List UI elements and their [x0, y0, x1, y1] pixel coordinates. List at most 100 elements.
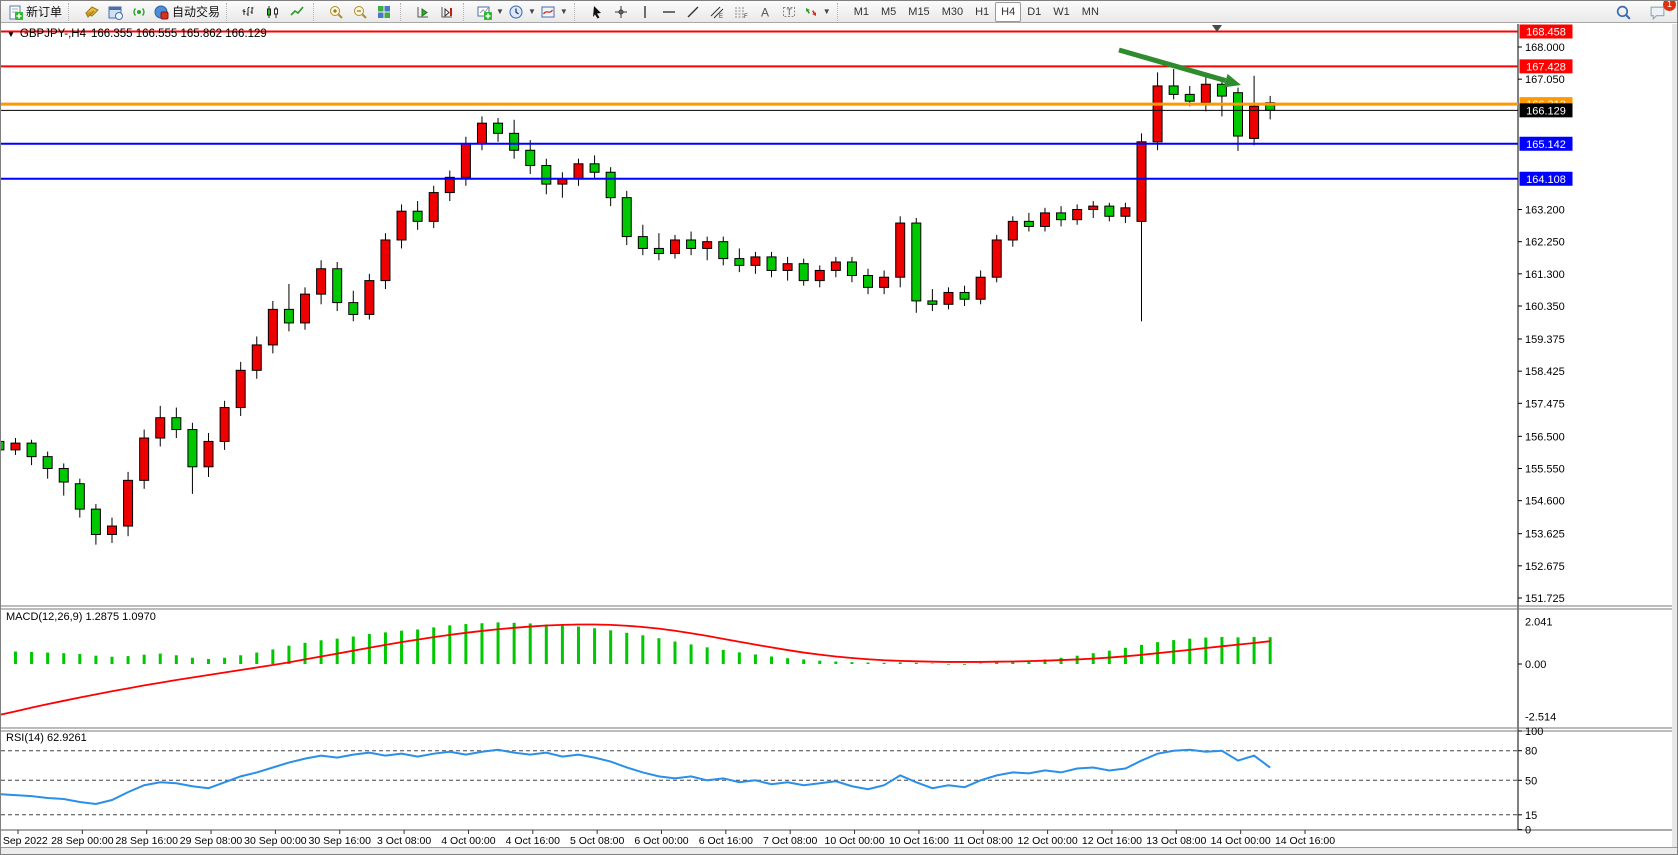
channel-button[interactable]: E [705, 2, 729, 22]
chart-title: ▼ GBPJPY-,H4 166.355 166.555 165.862 166… [7, 28, 267, 40]
candle-body [348, 302, 359, 315]
macd-pane[interactable] [1, 622, 1272, 716]
candle-body [863, 275, 874, 288]
rsi-pane[interactable] [1, 748, 1271, 805]
tile-windows-button[interactable] [372, 2, 396, 22]
data-window-icon [108, 6, 124, 20]
timeframe-h1-button[interactable]: H1 [975, 5, 990, 18]
signal-button[interactable] [127, 2, 151, 22]
crosshair-icon [614, 5, 627, 18]
chart-expand-icon[interactable]: ▼ [7, 29, 15, 39]
chevron-down-icon: ▼ [822, 7, 831, 16]
trendline-button[interactable] [681, 2, 705, 22]
timeframe-m5-button[interactable]: M5 [881, 5, 897, 18]
candle-body [1168, 85, 1179, 95]
timeframe-m30-button[interactable]: M30 [941, 5, 964, 18]
new-chart-button[interactable]: ▼ [474, 2, 506, 22]
vertical-line-button[interactable] [633, 2, 657, 22]
text-label-icon: T [782, 6, 795, 17]
candle-body [798, 263, 809, 282]
candle-body [557, 178, 568, 185]
candle-body [509, 132, 520, 151]
time-tick-label: 10 Oct 16:00 [889, 835, 949, 847]
new-order-button[interactable]: 新订单 [5, 2, 64, 22]
toolbar-separator [226, 2, 234, 21]
candle-body [911, 222, 922, 302]
candle-body [669, 239, 680, 255]
text-button[interactable]: A [753, 2, 777, 22]
candle-body [621, 197, 632, 238]
timeframe-mn-button[interactable]: MN [1081, 5, 1099, 18]
candle-body [1104, 205, 1115, 217]
zoom-in-button[interactable] [324, 2, 348, 22]
market-watch-button[interactable] [79, 2, 103, 22]
text-icon: A [761, 5, 769, 19]
rsi-scale-label: 15 [1525, 810, 1537, 822]
rsi-scale-label: 50 [1525, 775, 1537, 787]
time-tick-label: 14 Oct 00:00 [1211, 835, 1271, 847]
signal-icon [133, 7, 145, 16]
timeframe-d1-button[interactable]: D1 [1027, 5, 1042, 18]
data-window-button[interactable] [103, 2, 127, 22]
chevron-down-icon: ▼ [496, 7, 504, 16]
toolbar-separator [313, 2, 321, 21]
templates-button[interactable]: ▼ [538, 2, 570, 22]
fibonacci-button[interactable]: F [729, 2, 753, 22]
search-button[interactable] [1611, 2, 1635, 22]
candle-body [589, 163, 600, 173]
periods-button[interactable]: ▼ [506, 2, 538, 22]
trend-arrow-annotation[interactable] [1118, 47, 1227, 83]
candle-body [734, 258, 745, 266]
price-tick-label: 161.300 [1525, 269, 1565, 281]
shift-forward-button[interactable] [411, 2, 435, 22]
candle-body [171, 417, 182, 431]
search-icon [1616, 5, 1631, 20]
toolbar-separator [463, 2, 471, 21]
arrows-icon [805, 7, 816, 16]
macd-label: MACD(12,26,9) 1.2875 1.0970 [6, 611, 156, 623]
timeframe-m1-button[interactable]: M1 [853, 5, 869, 18]
main-toolbar: 新订单 自动交易 ▼ ▼ ▼ E F A T ▼ M1 M5 M15 M30 H1 H4 D1 W1 MN [1, 1, 1677, 23]
autotrade-label: 自动交易 [172, 5, 221, 19]
timeframe-h4-button[interactable]: H4 [995, 1, 1022, 22]
price-tick-label: 155.550 [1525, 463, 1565, 475]
new-order-icon [9, 5, 23, 20]
candle-body [316, 268, 327, 295]
shift-end-button[interactable] [435, 2, 459, 22]
cursor-button[interactable] [585, 2, 609, 22]
new-chart-icon [477, 6, 493, 20]
chart-bars-button[interactable] [237, 2, 261, 22]
macd-signal-line [1, 623, 1271, 716]
horizontal-line-icon [662, 10, 675, 13]
chart-candles-button[interactable] [261, 2, 285, 22]
timeframe-m15-button[interactable]: M15 [908, 5, 930, 18]
zoom-in-icon [330, 5, 343, 19]
price-tick-label: 159.375 [1525, 334, 1565, 346]
price-tick-label: 157.475 [1525, 398, 1565, 410]
time-tick-label: 14 Oct 16:00 [1275, 835, 1335, 847]
autotrade-button[interactable]: 自动交易 [151, 2, 222, 22]
chart-shift-marker[interactable] [1212, 25, 1222, 32]
candle-body [10, 442, 21, 451]
chevron-down-icon: ▼ [559, 7, 568, 16]
level-price-badge-label: 165.142 [1526, 139, 1566, 151]
crosshair-button[interactable] [609, 2, 633, 22]
price-tick-label: 168.000 [1525, 42, 1565, 54]
candle-body [396, 210, 407, 241]
notifications-button[interactable]: 1 [1645, 1, 1676, 22]
time-tick-label: 29 Sep 08:00 [180, 835, 243, 847]
arrows-button[interactable]: ▼ [801, 2, 833, 22]
candle-body [460, 142, 471, 178]
time-tick-label: 4 Oct 00:00 [441, 835, 495, 847]
text-label-button[interactable]: T [777, 2, 801, 22]
timeframe-w1-button[interactable]: W1 [1053, 5, 1070, 18]
zoom-out-button[interactable] [348, 2, 372, 22]
candle-body [412, 210, 423, 222]
candle-body [1136, 141, 1147, 222]
candles-layer[interactable] [1, 69, 1276, 545]
horizontal-line-button[interactable] [657, 2, 681, 22]
tile-windows-icon [378, 5, 391, 18]
chart-line-button[interactable] [285, 2, 309, 22]
chart-line-icon [290, 5, 304, 16]
